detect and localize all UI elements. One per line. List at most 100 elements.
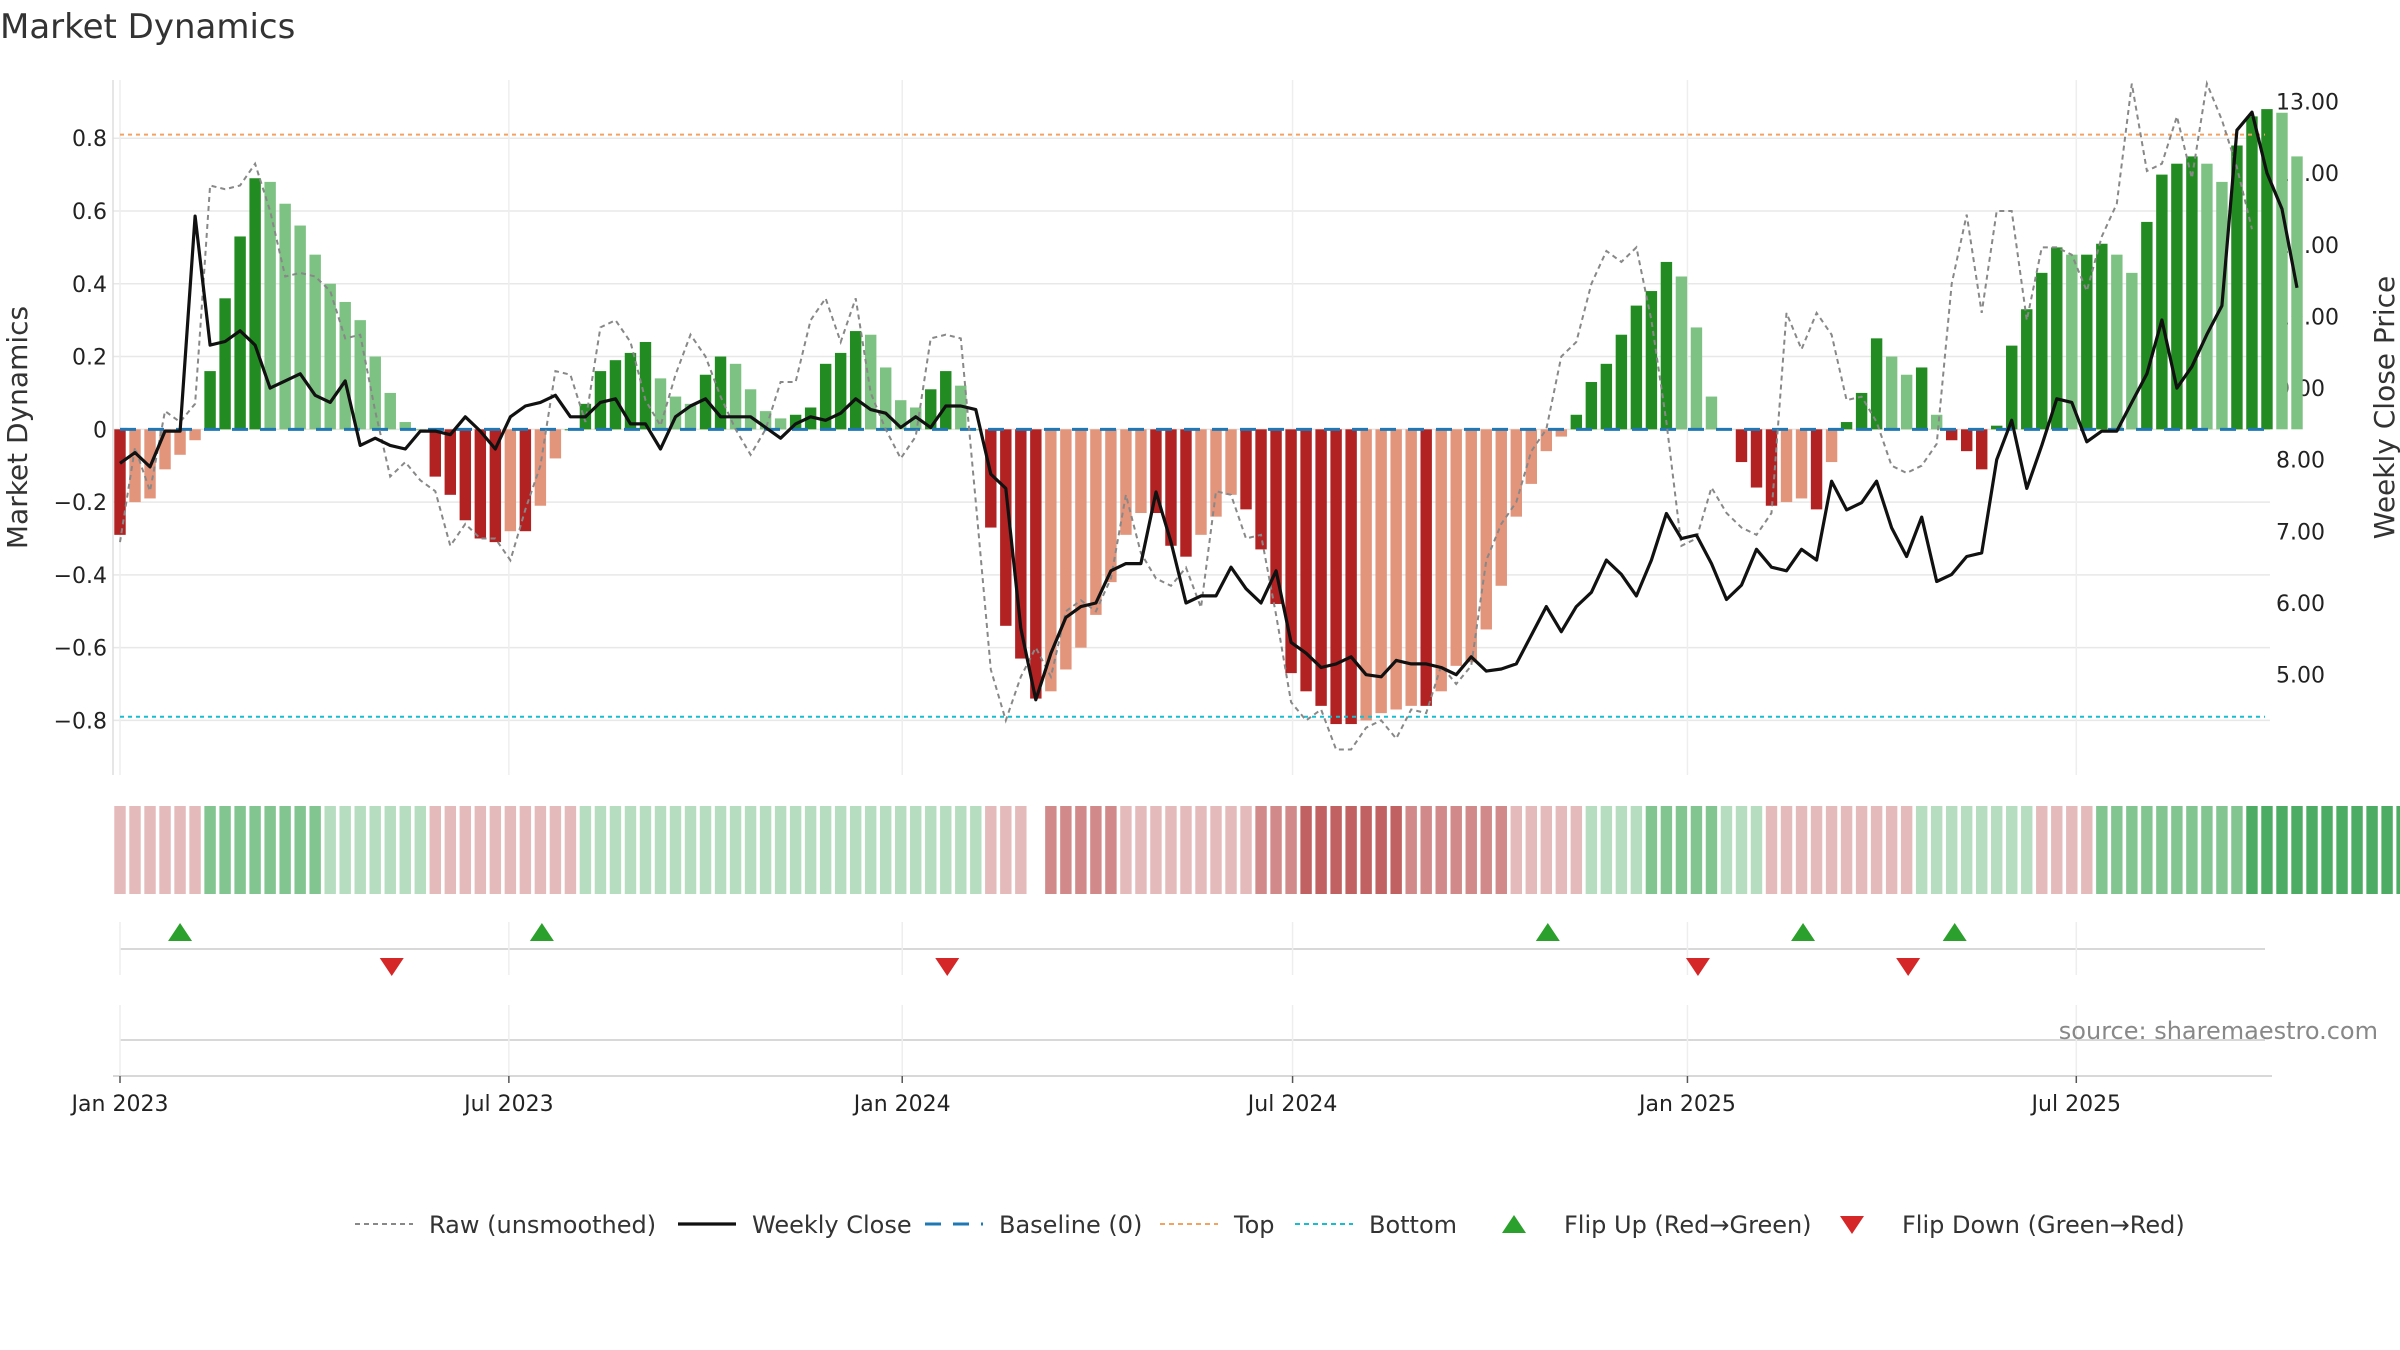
dynamics-bar bbox=[639, 341, 652, 430]
dynamics-bar bbox=[1180, 429, 1192, 557]
dynamics-bar bbox=[624, 352, 637, 430]
regime-cell bbox=[354, 806, 366, 894]
dynamics-bar bbox=[1045, 429, 1057, 692]
regime-cell bbox=[2171, 806, 2183, 894]
x-tick-label: Jul 2024 bbox=[1246, 1092, 1338, 1117]
y-axis-title: Market Dynamics bbox=[1, 306, 34, 549]
regime-cell bbox=[819, 806, 832, 894]
regime-cell bbox=[1795, 806, 1808, 894]
dynamics-bar bbox=[219, 298, 231, 430]
dynamics-bar bbox=[1300, 429, 1312, 692]
regime-cell bbox=[864, 806, 877, 894]
dynamics-bar bbox=[2261, 109, 2273, 430]
dynamics-bar bbox=[2141, 221, 2153, 430]
regime-cell bbox=[2216, 806, 2228, 894]
dynamics-bar bbox=[1675, 276, 1688, 430]
regime-cell bbox=[2336, 806, 2348, 894]
dynamics-bar bbox=[2231, 145, 2243, 430]
regime-cell bbox=[339, 806, 351, 894]
dynamics-bar bbox=[1210, 429, 1222, 517]
dynamics-bar bbox=[1810, 429, 1823, 510]
dynamics-bar bbox=[294, 225, 306, 430]
dynamics-bar bbox=[444, 429, 457, 495]
regime-cell bbox=[1060, 806, 1072, 894]
dynamics-bar bbox=[2036, 272, 2048, 430]
dynamics-bar bbox=[2006, 345, 2018, 430]
regime-cell bbox=[654, 806, 667, 894]
dynamics-bar bbox=[1615, 334, 1628, 430]
source-note: source: sharemaestro.com bbox=[2059, 1017, 2378, 1045]
regime-cell bbox=[1690, 806, 1703, 894]
y-tick-label: 0.4 bbox=[72, 273, 107, 298]
dynamics-bar bbox=[309, 254, 321, 430]
dynamics-bar bbox=[684, 403, 697, 430]
dynamics-bar bbox=[2156, 174, 2168, 430]
flip-up-marker bbox=[1942, 923, 1967, 941]
flip-up-marker bbox=[1791, 923, 1816, 941]
dynamics-bar bbox=[1585, 382, 1598, 430]
regime-cell bbox=[1735, 806, 1748, 894]
dynamics-bar bbox=[1525, 429, 1538, 484]
regime-cell bbox=[624, 806, 637, 894]
dynamics-bar bbox=[1870, 338, 1883, 430]
regime-cell bbox=[2201, 806, 2213, 894]
dynamics-bar bbox=[1570, 414, 1583, 430]
dynamics-bar bbox=[129, 429, 141, 503]
regime-cell bbox=[504, 806, 517, 894]
dynamics-bar bbox=[1120, 429, 1132, 535]
dynamics-bar bbox=[1900, 374, 1913, 430]
regime-cell bbox=[129, 806, 141, 894]
regime-cell bbox=[669, 806, 682, 894]
regime-cell bbox=[940, 806, 952, 894]
regime-cell bbox=[114, 806, 126, 894]
dynamics-bar bbox=[1345, 429, 1357, 725]
dynamics-bar bbox=[1825, 429, 1838, 463]
regime-cell bbox=[1585, 806, 1598, 894]
dynamics-bar bbox=[474, 429, 487, 539]
dynamics-bar bbox=[1270, 429, 1282, 604]
regime-cell bbox=[1135, 806, 1147, 894]
dynamics-bar bbox=[879, 367, 892, 430]
regime-cell bbox=[1525, 806, 1538, 894]
regime-cell bbox=[1840, 806, 1853, 894]
dynamics-bar bbox=[2126, 272, 2138, 430]
regime-cell bbox=[2081, 806, 2093, 894]
dynamics-bar bbox=[324, 283, 336, 430]
dynamics-bar bbox=[819, 363, 832, 430]
dynamics-bar bbox=[1540, 429, 1553, 452]
regime-cell bbox=[1660, 806, 1673, 894]
regime-cell bbox=[1240, 806, 1252, 894]
regime-cell bbox=[594, 806, 607, 894]
regime-cell bbox=[564, 806, 577, 894]
regime-cell bbox=[474, 806, 487, 894]
dynamics-bar bbox=[204, 371, 216, 430]
regime-cell bbox=[1810, 806, 1823, 894]
dynamics-bar bbox=[1885, 356, 1898, 430]
regime-cell bbox=[309, 806, 321, 894]
legend-label: Top bbox=[1233, 1211, 1275, 1239]
regime-cell bbox=[1045, 806, 1057, 894]
dynamics-bar bbox=[1840, 422, 1853, 430]
regime-cell bbox=[985, 806, 997, 894]
regime-cell bbox=[384, 806, 396, 894]
y2-tick-label: 8.00 bbox=[2276, 449, 2325, 474]
dynamics-bar bbox=[1765, 429, 1778, 506]
regime-cell bbox=[925, 806, 937, 894]
regime-cell bbox=[1765, 806, 1778, 894]
dynamics-bar bbox=[384, 392, 396, 430]
flip-panel bbox=[119, 922, 2265, 976]
dynamics-bar bbox=[1000, 429, 1012, 626]
regime-cell bbox=[1900, 806, 1913, 894]
regime-cell bbox=[774, 806, 787, 894]
legend: Raw (unsmoothed) Weekly Close Baseline (0)… bbox=[355, 1211, 2185, 1239]
regime-cell bbox=[1000, 806, 1012, 894]
lower-panel bbox=[119, 1005, 2265, 1075]
y-tick-label: 0 bbox=[93, 418, 107, 443]
regime-cell bbox=[414, 806, 426, 894]
dynamics-bar bbox=[1930, 414, 1943, 430]
regime-cell bbox=[234, 806, 246, 894]
regime-cell bbox=[1855, 806, 1868, 894]
regime-cell bbox=[2186, 806, 2198, 894]
regime-cell bbox=[2351, 806, 2363, 894]
x-tick-label: Jan 2025 bbox=[1637, 1092, 1736, 1117]
